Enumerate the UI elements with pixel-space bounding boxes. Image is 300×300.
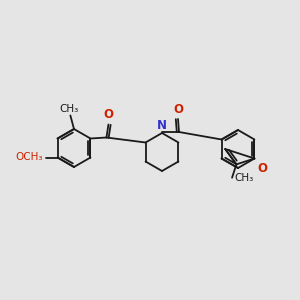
Text: OCH₃: OCH₃: [15, 152, 43, 163]
Text: CH₃: CH₃: [60, 104, 79, 115]
Text: O: O: [173, 103, 183, 116]
Text: CH₃: CH₃: [234, 173, 253, 183]
Text: O: O: [103, 109, 113, 122]
Text: O: O: [257, 161, 268, 175]
Text: N: N: [157, 119, 167, 132]
